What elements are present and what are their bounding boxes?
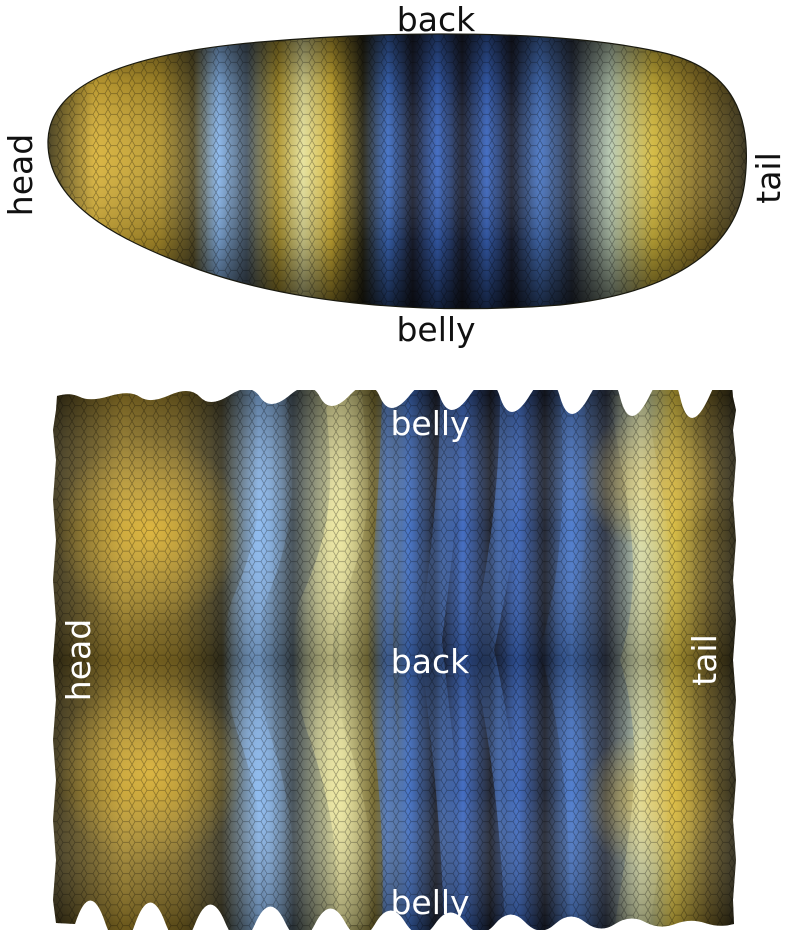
top-label-tail: tail (749, 152, 787, 204)
embryo-flattened-view: belly back belly head tail (53, 390, 736, 930)
embryo-3d-outline (47, 33, 748, 310)
bottom-label-tail: tail (685, 634, 724, 686)
top-label-head: head (1, 134, 40, 216)
top-label-back: back (397, 0, 476, 39)
top-label-belly: belly (396, 310, 475, 349)
bottom-label-head: head (59, 619, 98, 701)
bottom-label-belly-top: belly (390, 404, 469, 443)
bottom-label-belly-bottom: belly (390, 883, 469, 922)
embryo-3d-view: back belly head tail (1, 0, 787, 349)
bottom-label-back: back (391, 642, 470, 681)
